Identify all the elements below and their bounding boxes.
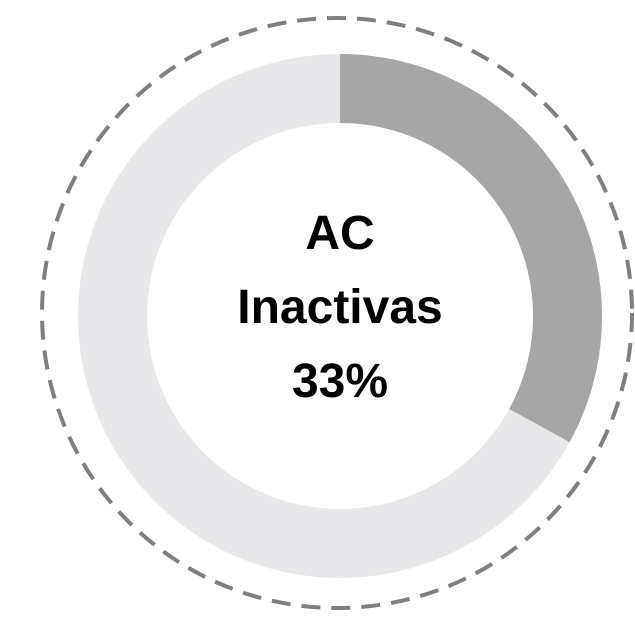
dashed-ring: [40, 16, 634, 610]
value-label: 33%: [291, 355, 389, 408]
chart-title: AC Inactivas: [237, 207, 443, 334]
center-text: AC Inactivas 33%: [210, 197, 470, 419]
center-label: AC Inactivas 33%: [210, 197, 470, 419]
slices: [78, 54, 602, 578]
donut-slice: [340, 54, 602, 443]
